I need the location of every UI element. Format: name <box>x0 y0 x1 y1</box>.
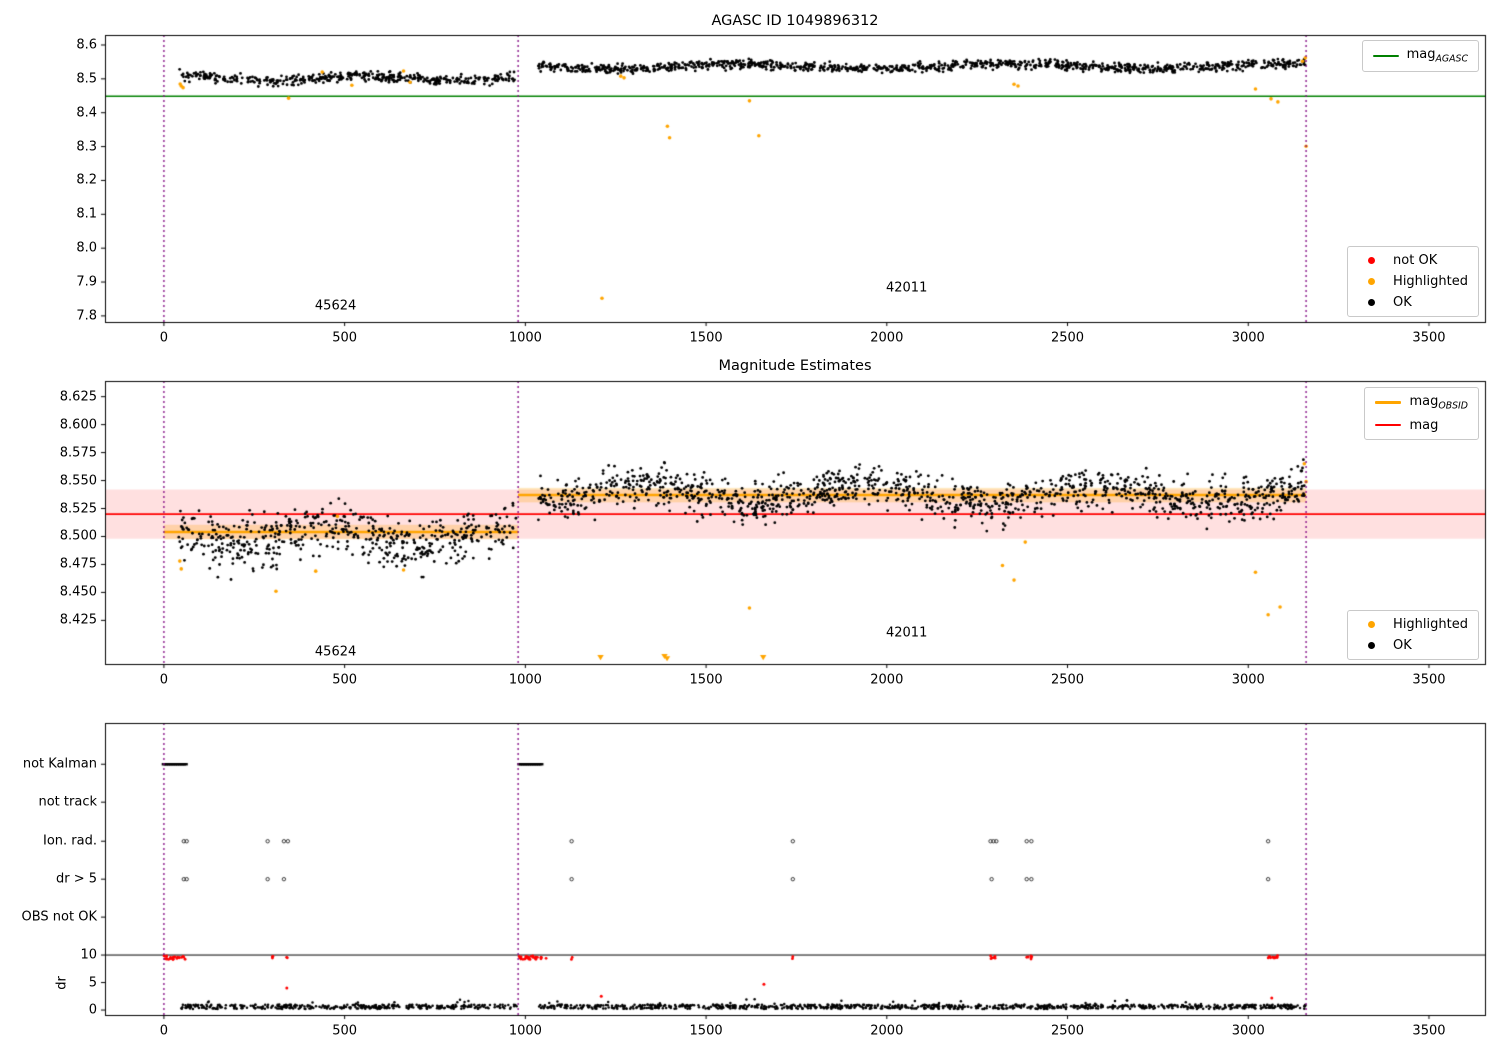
dot-marker-icon <box>1368 642 1376 649</box>
legend-item: OK <box>1358 295 1468 310</box>
line-marker-icon <box>1375 401 1402 405</box>
legend-label: Highlighted <box>1393 274 1468 289</box>
plot1-title: AGASC ID 1049896312 <box>711 13 879 29</box>
legend-label: magOBSID <box>1409 394 1468 412</box>
legend-item: not OK <box>1358 253 1468 268</box>
legend-item: Highlighted <box>1358 274 1468 289</box>
legend-item: OK <box>1358 638 1468 653</box>
dot-marker-icon <box>1368 299 1376 306</box>
legend-label: Highlighted <box>1393 617 1468 632</box>
legend-mag-agasc: magAGASC <box>1361 40 1479 72</box>
line-marker-icon <box>1375 424 1402 427</box>
legend-label: magAGASC <box>1406 47 1468 65</box>
legend-label: not OK <box>1393 253 1438 268</box>
legend-label: OK <box>1393 295 1412 310</box>
legend-item: Highlighted <box>1358 617 1468 632</box>
legend-label-subscript: OBSID <box>1438 400 1468 412</box>
line-marker-icon <box>1372 54 1399 57</box>
legend-mag-obsid: magOBSID mag <box>1364 387 1479 440</box>
legend-highlighted: Highlighted OK <box>1347 610 1479 660</box>
dot-marker-icon <box>1368 257 1376 264</box>
dot-marker-icon <box>1368 621 1376 628</box>
legend-label: OK <box>1393 638 1412 653</box>
legend-item: magOBSID <box>1375 394 1468 412</box>
dot-marker-icon <box>1368 278 1376 285</box>
legend-item: mag <box>1375 418 1468 433</box>
legend-status: not OK Highlighted OK <box>1347 246 1479 317</box>
legend-item: magAGASC <box>1372 47 1468 65</box>
legend-label: mag <box>1409 417 1439 433</box>
plot2-title: Magnitude Estimates <box>718 358 872 374</box>
legend-label-subscript: AGASC <box>1435 53 1468 65</box>
